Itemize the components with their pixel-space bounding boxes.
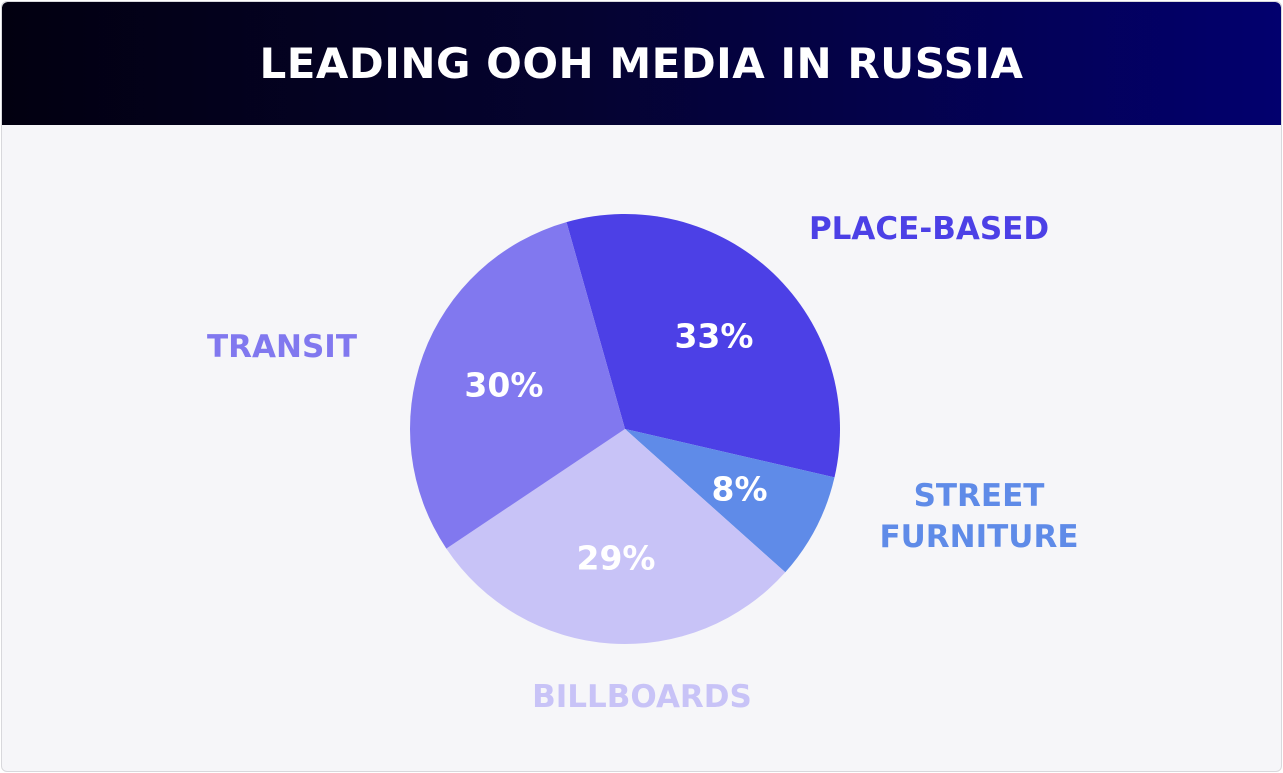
- chart-title: LEADING OOH MEDIA IN RUSSIA: [259, 39, 1024, 88]
- data-label: 33%: [674, 317, 753, 356]
- data-label: 29%: [577, 539, 656, 578]
- pie-slice-billboards: [446, 429, 786, 645]
- category-label: TRANSIT: [207, 329, 357, 365]
- data-label: 30%: [464, 365, 543, 404]
- category-label: BILLBOARDS: [532, 679, 752, 715]
- header-banner: LEADING OOH MEDIA IN RUSSIA: [2, 2, 1281, 125]
- category-label: FURNITURE: [879, 519, 1078, 555]
- category-label: PLACE-BASED: [809, 211, 1049, 247]
- pie-slice-place-based: [566, 214, 840, 478]
- pie-slice-transit: [410, 222, 625, 549]
- pie-slice-street-furniture: [625, 429, 835, 573]
- category-label: STREET: [914, 478, 1045, 514]
- data-label: 8%: [712, 469, 768, 508]
